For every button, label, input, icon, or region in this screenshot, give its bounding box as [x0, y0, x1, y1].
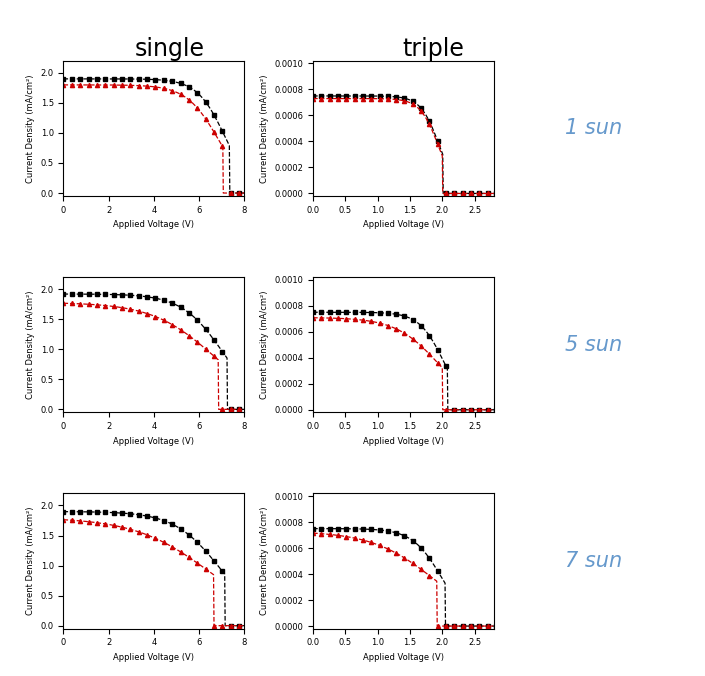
Y-axis label: Current Density (mA/cm²): Current Density (mA/cm²) [260, 507, 269, 615]
Text: single: single [134, 37, 204, 62]
Text: triple: triple [403, 37, 465, 62]
Text: 5 sun: 5 sun [565, 335, 623, 355]
X-axis label: Applied Voltage (V): Applied Voltage (V) [363, 653, 444, 662]
Text: 7 sun: 7 sun [565, 551, 623, 571]
Y-axis label: Current Density (mA/cm²): Current Density (mA/cm²) [26, 507, 35, 615]
Y-axis label: Current Density (mA/cm²): Current Density (mA/cm²) [260, 74, 269, 183]
Text: 1 sun: 1 sun [565, 118, 623, 139]
Y-axis label: Current Density (mA/cm²): Current Density (mA/cm²) [260, 291, 269, 399]
X-axis label: Applied Voltage (V): Applied Voltage (V) [363, 437, 444, 445]
X-axis label: Applied Voltage (V): Applied Voltage (V) [114, 220, 195, 229]
Y-axis label: Current Density (mA/cm²): Current Density (mA/cm²) [26, 74, 35, 183]
X-axis label: Applied Voltage (V): Applied Voltage (V) [114, 437, 195, 445]
Y-axis label: Current Density (mA/cm²): Current Density (mA/cm²) [26, 291, 35, 399]
X-axis label: Applied Voltage (V): Applied Voltage (V) [363, 220, 444, 229]
X-axis label: Applied Voltage (V): Applied Voltage (V) [114, 653, 195, 662]
